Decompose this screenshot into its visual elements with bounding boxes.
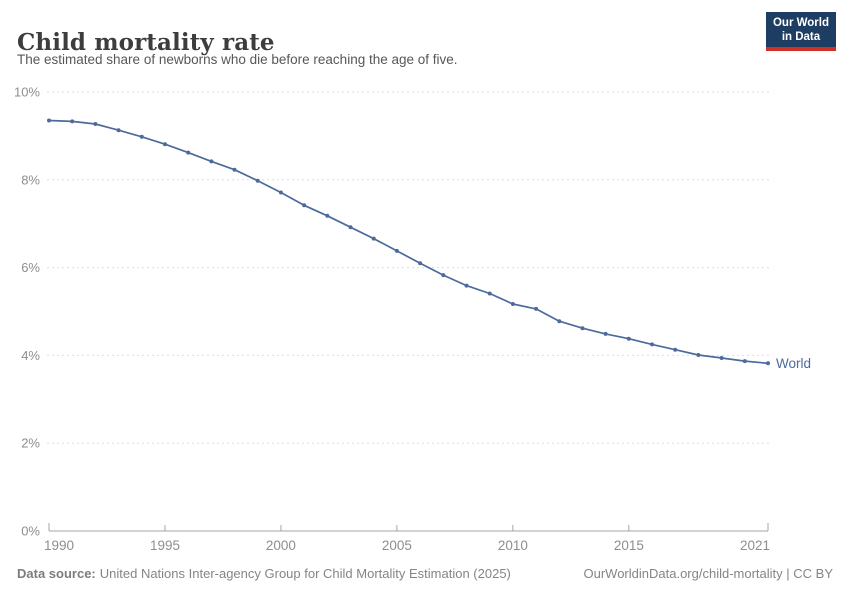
data-point xyxy=(464,283,469,288)
data-point xyxy=(47,118,51,123)
y-tick-label: 6% xyxy=(21,260,40,275)
y-tick-label: 0% xyxy=(21,524,40,539)
data-point xyxy=(371,236,376,241)
owid-logo[interactable]: Our World in Data xyxy=(765,12,836,51)
page-title: Child mortality rate xyxy=(17,29,275,57)
x-tick-label: 2015 xyxy=(614,538,644,553)
owid-logo-line2: in Data xyxy=(781,30,821,43)
data-point xyxy=(394,248,399,253)
data-point xyxy=(232,167,237,172)
data-point xyxy=(603,331,608,336)
data-point xyxy=(534,306,539,311)
data-point xyxy=(93,122,98,126)
data-point xyxy=(673,347,678,352)
data-point xyxy=(163,142,167,147)
data-point xyxy=(139,134,144,139)
data-point xyxy=(116,128,121,133)
x-tick-label: 2000 xyxy=(266,538,296,553)
data-point xyxy=(186,150,191,155)
y-tick-label: 2% xyxy=(21,436,40,451)
data-point xyxy=(696,353,701,357)
data-point xyxy=(70,119,75,124)
y-tick-label: 10% xyxy=(14,85,40,100)
data-point xyxy=(325,213,330,218)
data-point xyxy=(302,203,307,208)
y-tick-label: 4% xyxy=(21,348,40,363)
x-tick-label: 1995 xyxy=(150,538,180,553)
data-point xyxy=(418,261,423,266)
data-point xyxy=(557,319,562,324)
data-point xyxy=(766,361,770,366)
series-label-world: World xyxy=(776,356,811,371)
data-source: Data source: United Nations Inter-agency … xyxy=(17,566,511,581)
data-point xyxy=(650,342,654,347)
x-tick-label: 2005 xyxy=(382,538,412,553)
footer-link[interactable]: OurWorldinData.org/child-mortality | CC … xyxy=(583,566,834,581)
x-tick-label: 1990 xyxy=(44,538,74,553)
data-point xyxy=(441,273,446,278)
data-source-label: Data source: xyxy=(17,566,96,581)
data-point xyxy=(719,356,724,360)
x-tick-label: 2021 xyxy=(740,538,770,553)
data-point xyxy=(255,178,260,183)
data-point xyxy=(580,326,585,331)
y-tick-label: 8% xyxy=(21,172,40,187)
owid-logo-line1: Our World xyxy=(772,17,829,29)
data-source-text: United Nations Inter-agency Group for Ch… xyxy=(99,566,511,581)
chart-line-world xyxy=(48,119,769,365)
chart-footer: Data source: United Nations Inter-agency … xyxy=(17,566,833,581)
data-point xyxy=(278,190,283,195)
data-point xyxy=(510,302,515,306)
data-point xyxy=(487,291,492,296)
data-point xyxy=(209,159,214,164)
data-point xyxy=(348,225,353,230)
data-point xyxy=(742,359,747,364)
chart-subtitle: The estimated share of newborns who die … xyxy=(17,52,458,67)
data-point xyxy=(626,336,631,341)
x-tick-label: 2010 xyxy=(498,538,528,553)
